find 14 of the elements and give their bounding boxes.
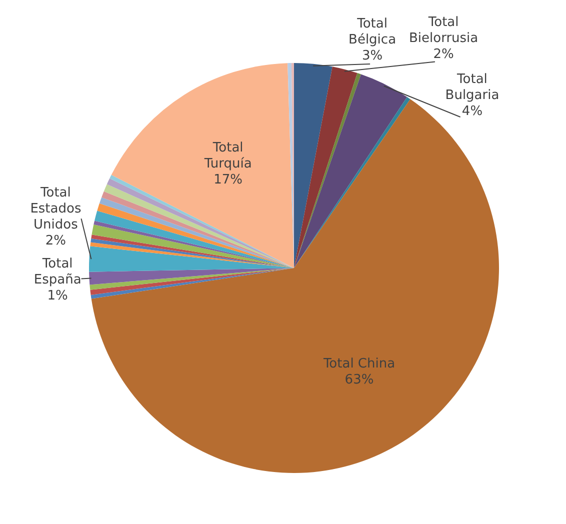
slice-label: Total Bulgaria — [445, 72, 500, 103]
slice-label: Total Turquía — [203, 140, 252, 172]
data-label: 2% — [433, 46, 454, 62]
slice-label: Total España — [34, 256, 82, 288]
slice-label: Total China — [322, 356, 396, 372]
data-label: 63% — [344, 372, 374, 388]
slice-label: Total Bielorrusia — [408, 14, 478, 46]
data-label: 2% — [45, 234, 66, 249]
slice-label: Total Estados Unidos — [30, 186, 82, 233]
data-label: 1% — [47, 288, 68, 304]
data-label: 17% — [214, 172, 243, 188]
data-label: 3% — [362, 48, 383, 64]
data-label: 4% — [462, 104, 483, 119]
slice-label: Total Bélgica — [348, 16, 396, 48]
